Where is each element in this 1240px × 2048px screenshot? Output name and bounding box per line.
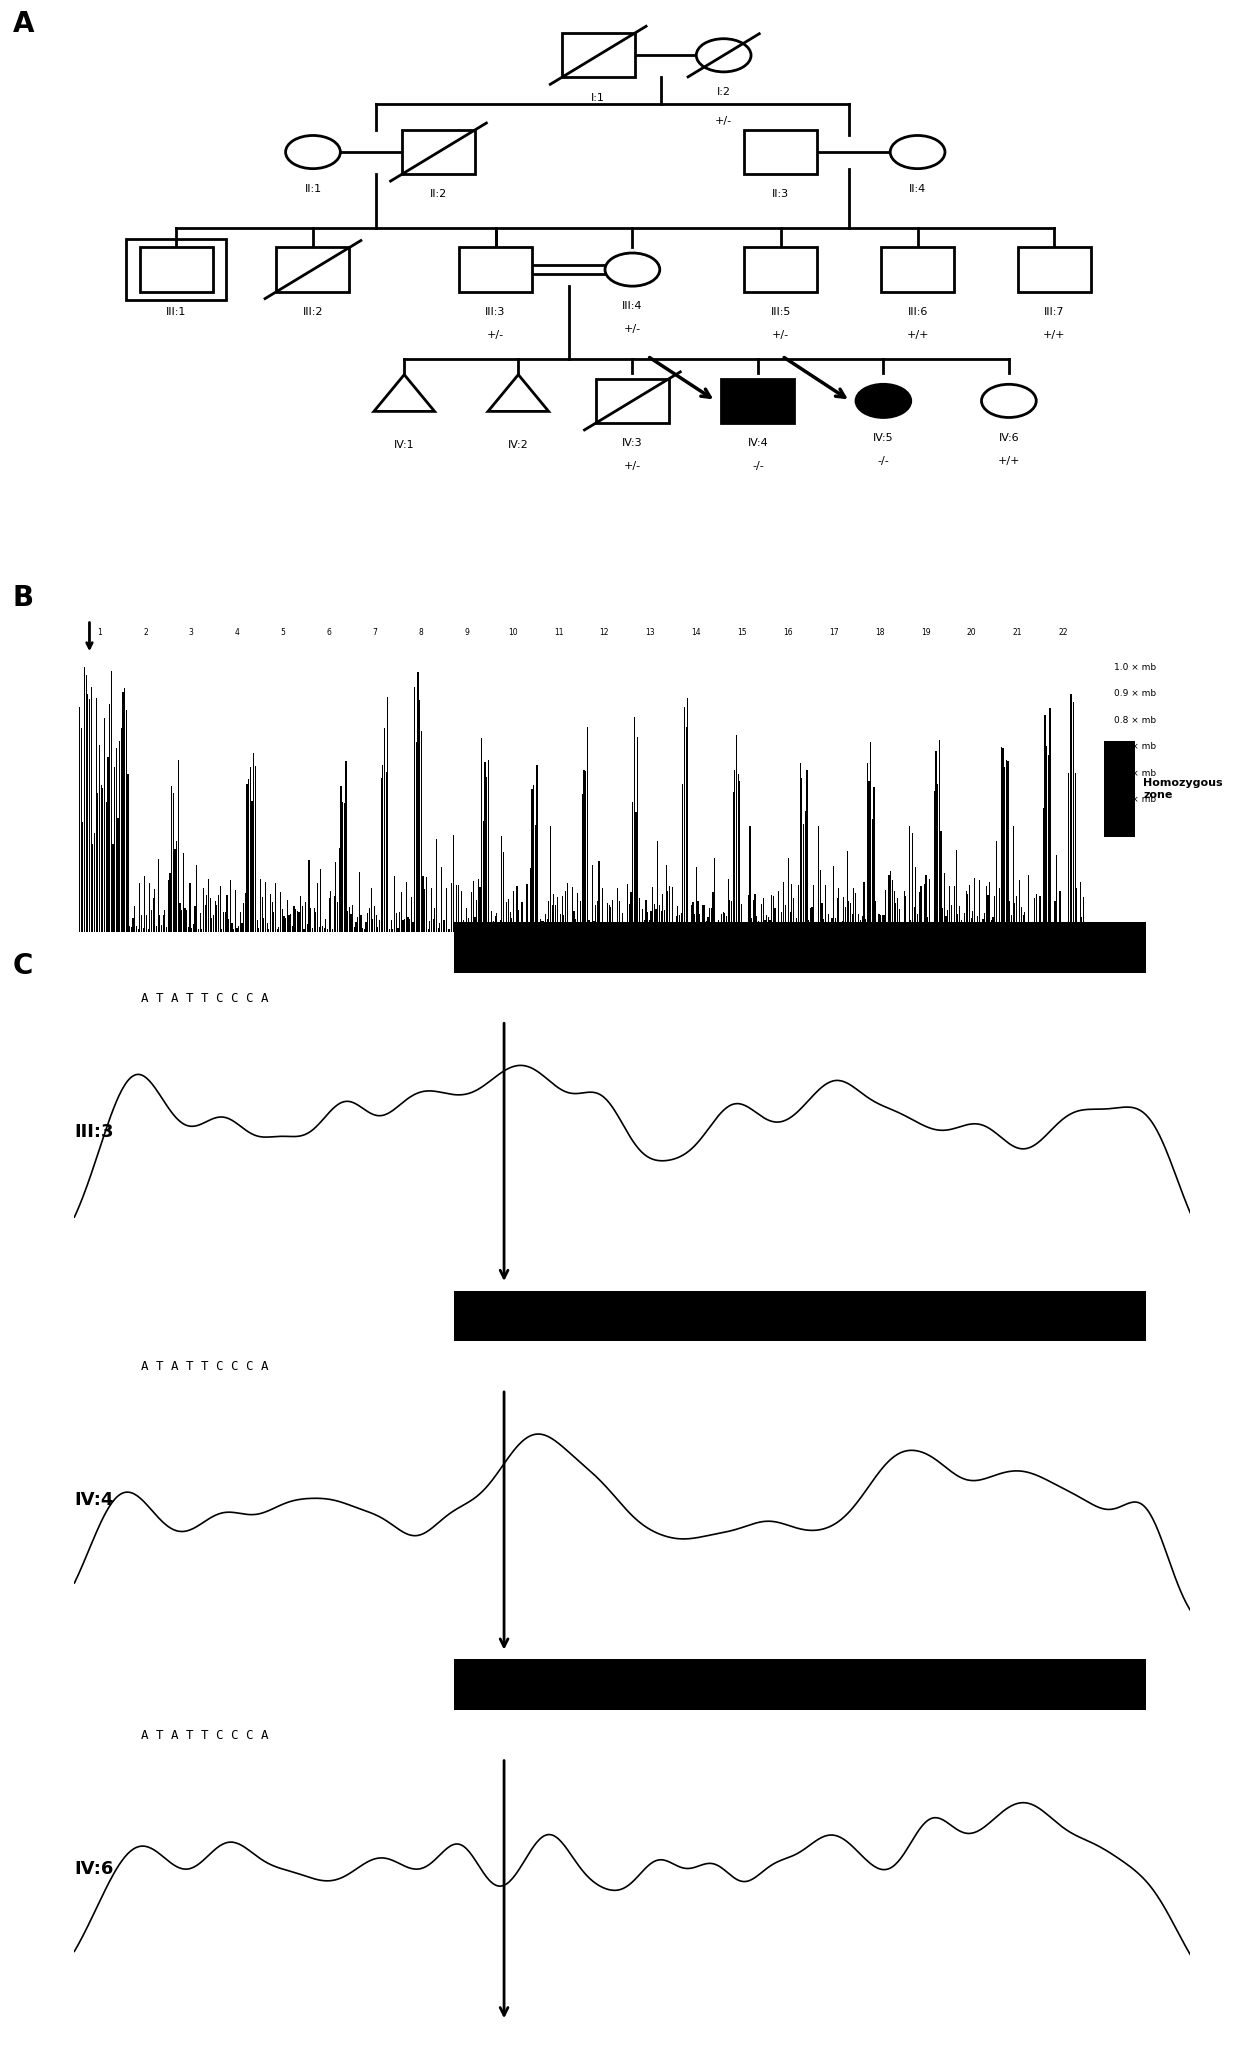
Text: 9: 9: [464, 627, 469, 637]
Text: IV:4: IV:4: [748, 438, 769, 449]
Circle shape: [890, 135, 945, 168]
Text: IV:3: IV:3: [622, 438, 642, 449]
Bar: [402, 129, 475, 174]
Bar: [744, 248, 817, 291]
Text: III:3: III:3: [485, 307, 506, 317]
Polygon shape: [374, 375, 434, 412]
Text: B: B: [12, 584, 33, 612]
Circle shape: [982, 385, 1037, 418]
Bar: [459, 248, 532, 291]
Bar: [722, 379, 795, 424]
Text: 13: 13: [646, 627, 655, 637]
Bar: [277, 248, 350, 291]
Text: 0.8 × mb: 0.8 × mb: [1114, 715, 1156, 725]
Text: IV:1: IV:1: [394, 440, 414, 451]
Text: I:2: I:2: [717, 88, 730, 96]
Bar: [454, 922, 1146, 973]
Text: Homozygous
zone: Homozygous zone: [1143, 778, 1223, 801]
Text: 20: 20: [967, 627, 976, 637]
Text: 5: 5: [280, 627, 285, 637]
Text: IV:2: IV:2: [508, 440, 528, 451]
Text: 0.7 × mb: 0.7 × mb: [1114, 741, 1156, 752]
Text: III:3: III:3: [74, 1122, 114, 1141]
Text: 18: 18: [875, 627, 884, 637]
Polygon shape: [489, 375, 548, 412]
Text: 7: 7: [372, 627, 377, 637]
Text: 1.0 × mb: 1.0 × mb: [1114, 664, 1156, 672]
Text: +/+: +/+: [998, 455, 1021, 465]
Text: A T A T T C C C A: A T A T T C C C A: [141, 1360, 269, 1372]
Text: 0.5 × mb: 0.5 × mb: [1114, 795, 1156, 805]
Text: III:1: III:1: [166, 307, 186, 317]
Text: 0.9 × mb: 0.9 × mb: [1114, 690, 1156, 698]
Text: 15: 15: [738, 627, 746, 637]
Text: A T A T T C C C A: A T A T T C C C A: [141, 1729, 269, 1741]
Text: -/-: -/-: [878, 455, 889, 465]
Bar: [140, 248, 212, 291]
Text: +/-: +/-: [715, 117, 733, 127]
Text: 21: 21: [1013, 627, 1022, 637]
Bar: [882, 248, 954, 291]
Text: C: C: [12, 952, 32, 981]
Text: A T A T T C C C A: A T A T T C C C A: [141, 991, 269, 1004]
Bar: [744, 129, 817, 174]
Circle shape: [605, 254, 660, 287]
Bar: [1018, 248, 1091, 291]
Text: III:4: III:4: [622, 301, 642, 311]
Text: 22: 22: [1059, 627, 1068, 637]
Text: +/-: +/-: [487, 330, 505, 340]
Text: II:4: II:4: [909, 184, 926, 195]
Text: II:2: II:2: [430, 188, 448, 199]
Text: A: A: [12, 10, 33, 39]
Circle shape: [856, 385, 910, 418]
Text: 3: 3: [188, 627, 193, 637]
Bar: [562, 33, 635, 78]
Text: III:5: III:5: [770, 307, 791, 317]
Text: III:7: III:7: [1044, 307, 1065, 317]
Text: 16: 16: [784, 627, 792, 637]
Text: 10: 10: [508, 627, 517, 637]
Bar: [596, 379, 668, 424]
Text: +/-: +/-: [624, 461, 641, 471]
Text: 12: 12: [600, 627, 609, 637]
Text: +/-: +/-: [624, 324, 641, 334]
Text: III:2: III:2: [303, 307, 324, 317]
Text: 6: 6: [326, 627, 331, 637]
Text: IV:4: IV:4: [74, 1491, 114, 1509]
Text: 8: 8: [418, 627, 423, 637]
Text: +/+: +/+: [1043, 330, 1065, 340]
Text: +/+: +/+: [906, 330, 929, 340]
Text: 14: 14: [692, 627, 701, 637]
Text: 19: 19: [921, 627, 930, 637]
Text: III:6: III:6: [908, 307, 928, 317]
Text: II:3: II:3: [773, 188, 790, 199]
Circle shape: [285, 135, 340, 168]
Text: 17: 17: [830, 627, 838, 637]
Text: 1: 1: [97, 627, 102, 637]
Text: 11: 11: [554, 627, 563, 637]
Text: 4: 4: [234, 627, 239, 637]
Circle shape: [697, 39, 751, 72]
Text: +/-: +/-: [773, 330, 790, 340]
Bar: [1104, 741, 1135, 836]
Bar: [454, 1290, 1146, 1341]
Text: 0.6 × mb: 0.6 × mb: [1114, 768, 1156, 778]
Bar: [126, 240, 226, 299]
Text: 2: 2: [143, 627, 148, 637]
Text: I:1: I:1: [591, 92, 605, 102]
Text: II:1: II:1: [304, 184, 321, 195]
Text: IV:6: IV:6: [998, 432, 1019, 442]
Text: IV:5: IV:5: [873, 432, 894, 442]
Text: -/-: -/-: [751, 461, 764, 471]
Text: IV:6: IV:6: [74, 1860, 114, 1878]
Bar: [454, 1659, 1146, 1710]
